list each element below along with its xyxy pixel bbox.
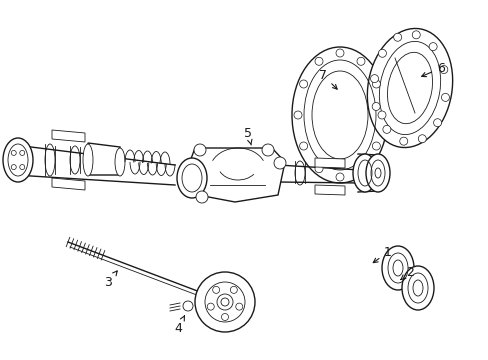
Text: 3: 3 [104,271,117,288]
Ellipse shape [20,165,25,170]
Ellipse shape [11,165,16,170]
Ellipse shape [365,154,389,192]
Text: 6: 6 [421,62,444,77]
Text: 4: 4 [174,316,184,334]
Ellipse shape [217,294,232,310]
Polygon shape [88,143,120,175]
Ellipse shape [299,142,307,150]
Ellipse shape [273,157,285,169]
Ellipse shape [371,142,380,150]
Ellipse shape [377,111,385,119]
Ellipse shape [335,173,343,181]
Text: 1: 1 [372,246,391,263]
Polygon shape [314,185,345,195]
Polygon shape [52,178,85,190]
Ellipse shape [314,165,323,173]
Ellipse shape [183,301,193,311]
Polygon shape [184,148,285,202]
Ellipse shape [417,135,426,143]
Ellipse shape [11,150,16,156]
Ellipse shape [195,272,254,332]
Ellipse shape [441,93,448,102]
Ellipse shape [3,138,33,182]
Ellipse shape [381,246,413,290]
Ellipse shape [115,148,125,176]
Text: 7: 7 [318,68,336,89]
Ellipse shape [352,154,376,192]
Ellipse shape [194,144,205,156]
Ellipse shape [439,66,447,73]
Ellipse shape [401,266,433,310]
Ellipse shape [262,144,273,156]
Ellipse shape [314,57,323,65]
Ellipse shape [83,144,93,176]
Ellipse shape [196,191,207,203]
Ellipse shape [221,314,228,320]
Ellipse shape [293,111,302,119]
Text: 2: 2 [400,266,413,280]
Ellipse shape [411,31,419,39]
Ellipse shape [393,33,401,41]
Text: 5: 5 [244,126,251,145]
Ellipse shape [177,158,206,198]
Ellipse shape [20,150,25,156]
Ellipse shape [299,80,307,88]
Ellipse shape [335,49,343,57]
Ellipse shape [433,119,441,127]
Ellipse shape [399,137,407,145]
Polygon shape [314,158,345,168]
Ellipse shape [382,125,390,133]
Ellipse shape [428,42,436,51]
Ellipse shape [378,49,386,57]
Ellipse shape [370,75,378,83]
Ellipse shape [230,286,237,293]
Ellipse shape [207,303,214,310]
Polygon shape [52,130,85,142]
Ellipse shape [356,57,364,65]
Ellipse shape [235,303,242,310]
Ellipse shape [371,103,379,111]
Ellipse shape [212,286,219,293]
Ellipse shape [356,165,364,173]
Ellipse shape [371,80,380,88]
Ellipse shape [291,47,387,183]
Ellipse shape [366,28,452,148]
